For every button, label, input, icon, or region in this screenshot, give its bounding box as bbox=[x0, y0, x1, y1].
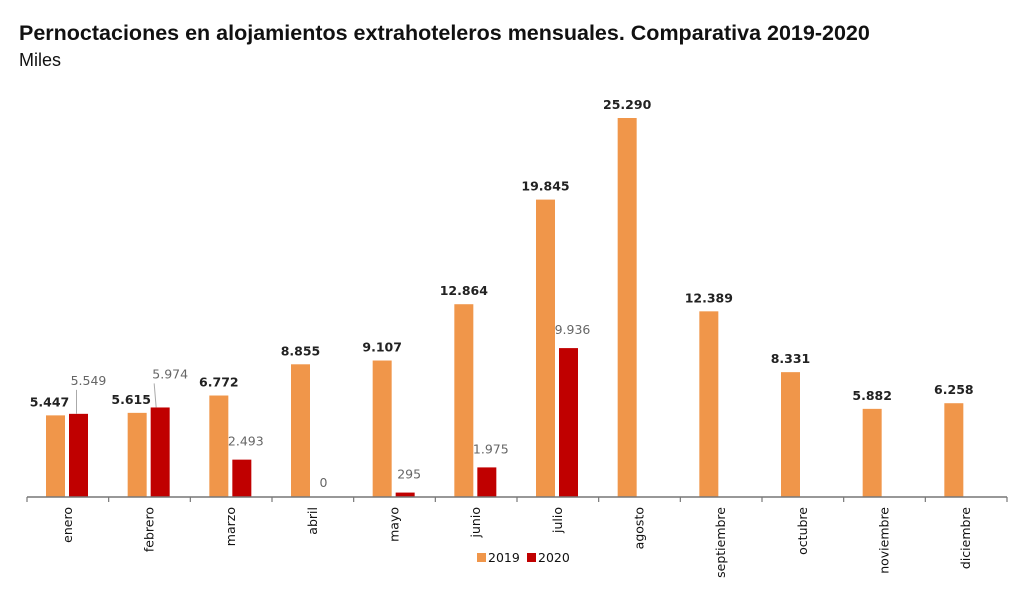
bar-2020-febrero bbox=[150, 407, 170, 497]
bar-2020-marzo bbox=[232, 459, 252, 497]
chart-title: Pernoctaciones en alojamientos extrahote… bbox=[19, 21, 870, 45]
bar-2020-junio bbox=[477, 467, 497, 497]
bar-2019-enero bbox=[46, 415, 65, 497]
data-label-2019-septiembre: 12.389 bbox=[685, 290, 733, 305]
bar-2019-septiembre bbox=[699, 311, 719, 497]
bar-2020-mayo bbox=[395, 492, 415, 497]
x-tick-label-febrero: febrero bbox=[142, 507, 157, 552]
chart-subtitle: Miles bbox=[19, 50, 62, 70]
bar-2019-mayo bbox=[372, 360, 392, 497]
legend-swatch-2020 bbox=[527, 553, 536, 562]
data-label-2019-junio: 12.864 bbox=[440, 283, 489, 298]
bar-2019-noviembre bbox=[862, 408, 882, 497]
x-tick-label-octubre: octubre bbox=[795, 507, 810, 555]
legend-swatch-2019 bbox=[477, 553, 486, 562]
bar-2020-julio bbox=[559, 348, 578, 497]
data-label-2020-mayo: 295 bbox=[397, 467, 421, 482]
data-label-2020-febrero: 5.974 bbox=[152, 366, 188, 381]
bar-2019-diciembre bbox=[944, 403, 964, 497]
data-label-2019-mayo: 9.107 bbox=[362, 340, 402, 355]
data-label-2019-enero: 5.447 bbox=[30, 394, 70, 409]
bar-2019-abril bbox=[291, 364, 310, 497]
bar-2019-octubre bbox=[781, 372, 800, 497]
data-label-2020-julio: 9.936 bbox=[555, 322, 591, 337]
x-tick-label-septiembre: septiembre bbox=[713, 507, 728, 578]
data-label-2019-noviembre: 5.882 bbox=[852, 388, 892, 403]
bar-2019-febrero bbox=[127, 412, 147, 497]
data-label-2020-abril: 0 bbox=[320, 475, 328, 490]
x-tick-label-noviembre: noviembre bbox=[877, 507, 892, 574]
bar-2019-julio bbox=[536, 199, 555, 497]
x-tick-label-abril: abril bbox=[305, 507, 320, 535]
data-label-2019-diciembre: 6.258 bbox=[934, 382, 974, 397]
x-tick-label-enero: enero bbox=[60, 507, 75, 543]
data-label-2019-marzo: 6.772 bbox=[199, 375, 239, 390]
data-label-2020-junio: 1.975 bbox=[473, 441, 509, 456]
x-tick-label-agosto: agosto bbox=[632, 507, 647, 549]
legend-label-2019: 2019 bbox=[488, 550, 520, 565]
data-label-2020-enero: 5.549 bbox=[71, 373, 107, 388]
legend-label-2020: 2020 bbox=[538, 550, 570, 565]
leader-line bbox=[153, 383, 157, 408]
bar-2019-junio bbox=[454, 304, 474, 497]
data-label-2019-octubre: 8.331 bbox=[771, 351, 811, 366]
data-label-2019-julio: 19.845 bbox=[521, 179, 569, 194]
x-tick-label-mayo: mayo bbox=[387, 507, 402, 542]
data-label-2019-febrero: 5.615 bbox=[111, 392, 151, 407]
bar-2019-marzo bbox=[209, 395, 229, 497]
x-tick-label-junio: junio bbox=[468, 507, 483, 538]
bar-2019-agosto bbox=[617, 118, 637, 497]
x-tick-label-julio: julio bbox=[550, 507, 565, 534]
bar-2020-enero bbox=[69, 413, 88, 497]
x-tick-label-diciembre: diciembre bbox=[958, 507, 973, 569]
data-label-2020-marzo: 2.493 bbox=[228, 434, 264, 449]
data-label-2019-abril: 8.855 bbox=[281, 343, 321, 358]
x-tick-label-marzo: marzo bbox=[223, 507, 238, 546]
data-label-2019-agosto: 25.290 bbox=[603, 97, 652, 112]
